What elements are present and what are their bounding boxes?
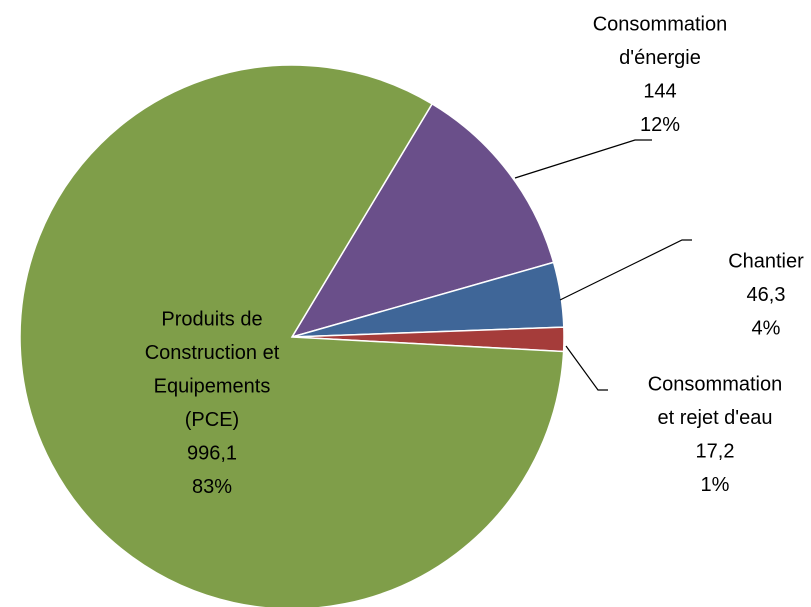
- slice-label: Equipements: [154, 375, 271, 397]
- slice-label: Construction et: [145, 342, 280, 364]
- slice-label: et rejet d'eau: [657, 407, 772, 429]
- percent-label: 83%: [192, 476, 232, 498]
- slice-label: d'énergie: [619, 47, 701, 69]
- percent-label: 4%: [752, 317, 781, 339]
- slice-label: Consommation: [648, 373, 783, 395]
- value-label: 46,3: [747, 284, 786, 306]
- slice-label: (PCE): [185, 409, 239, 431]
- pie-slice: [19, 64, 565, 607]
- slice-label: Consommation: [593, 13, 728, 35]
- value-label: 17,2: [696, 440, 735, 462]
- leader-lines: [514, 139, 692, 391]
- slice-label: Produits de: [161, 308, 262, 330]
- percent-label: 12%: [640, 114, 680, 136]
- pie: [19, 64, 565, 607]
- pie-slice: [290, 102, 555, 339]
- value-label: 996,1: [187, 442, 237, 464]
- leader-line: [514, 139, 652, 179]
- percent-label: 1%: [701, 474, 730, 496]
- value-label: 144: [643, 80, 676, 102]
- leader-line: [565, 345, 608, 391]
- slice-label: Chantier: [728, 250, 804, 272]
- leader-line: [559, 239, 692, 301]
